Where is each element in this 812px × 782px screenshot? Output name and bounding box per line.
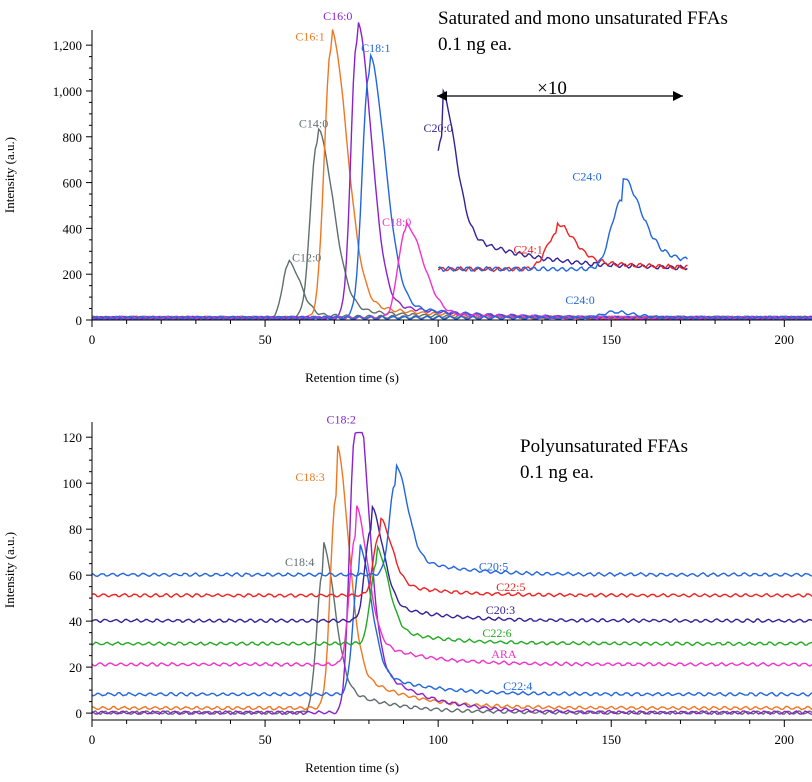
label-c18-1-top: C18:1 (361, 41, 390, 55)
top-x-tick-label: 0 (89, 332, 96, 347)
bottom-subtitle: 0.1 ng ea. (520, 462, 594, 483)
label-c16-1-top: C16:1 (295, 30, 324, 44)
label-c22-5-bottom: C22:5 (496, 580, 525, 594)
label-c24-0-top: C24:0 (565, 293, 594, 307)
top-y-tick-label: 600 (63, 176, 83, 191)
label-c12-0-top: C12:0 (292, 251, 321, 265)
top-axes (91, 30, 812, 321)
bottom-y-tick-label: 120 (63, 430, 83, 445)
trace-c18-3-bottom (91, 445, 812, 711)
top-ticks: 0 50 100 150 200 0 200 400 600 800 1,000 1,200 (53, 38, 794, 347)
bottom-x-tick-label: 200 (775, 732, 795, 747)
label-c20-5-bottom: C20:5 (479, 560, 508, 574)
label-c22-4-bottom: C22:4 (503, 679, 532, 693)
inset-trace-c24-1 (437, 221, 688, 273)
top-y-tick-label: 0 (76, 313, 83, 328)
label-c22-6-bottom: C22:6 (482, 626, 511, 640)
bottom-labels: C18:4 C18:3 C18:2 ARA C22:4 C22:6 C20:3 C22:5 C2… (285, 412, 532, 693)
top-labels: C12:0 C14:0 C16:1 C16:0 C18:1 C18:0 C24:0 (292, 9, 595, 307)
top-x-tick-label: 150 (601, 332, 621, 347)
top-y-axis-label: Intensity (a.u.) (2, 137, 17, 213)
bottom-y-tick-label: 100 (63, 476, 83, 491)
bottom-x-tick-label: 100 (428, 732, 448, 747)
top-panel: C20:0 C24:1 C24:0 0 50 100 150 200 0 200 400 600 80… (2, 8, 812, 385)
top-y-tick-label: 1,000 (53, 84, 82, 99)
trace-c20-3-bottom (91, 504, 812, 624)
label-c14-0-top: C14:0 (299, 117, 328, 131)
bottom-x-tick-label: 0 (89, 732, 96, 747)
trace-c14-0-top (91, 127, 812, 321)
trace-c16-0-top (91, 22, 812, 321)
top-series-group (91, 22, 812, 321)
top-x-tick-label: 100 (428, 332, 448, 347)
trace-c18-1-top (91, 52, 812, 321)
top-y-tick-label: 200 (63, 267, 83, 282)
top-inset-group: C20:0 C24:1 C24:0 (423, 88, 688, 273)
bottom-y-tick-label: 40 (69, 614, 82, 629)
top-scale-arrow: ×10 (437, 78, 683, 101)
label-c18-4-bottom: C18:4 (285, 555, 314, 569)
inset-label-c24-0: C24:0 (572, 169, 601, 183)
label-c16-0-top: C16:0 (323, 9, 352, 23)
trace-c22-6-bottom (91, 544, 812, 647)
bottom-x-tick-label: 150 (601, 732, 621, 747)
trace-c16-1-top (91, 29, 812, 321)
scale-arrow-right-head (673, 91, 683, 101)
top-y-tick-label: 400 (63, 221, 83, 236)
bottom-series-group (91, 431, 812, 716)
top-y-tick-label: 1,200 (53, 38, 82, 53)
top-title: Saturated and mono unsaturated FFAs (438, 8, 728, 29)
bottom-y-tick-label: 80 (69, 522, 82, 537)
trace-c18-2-bottom (91, 431, 812, 716)
bottom-x-axis-label: Retention time (s) (305, 760, 399, 775)
top-x-axis-label: Retention time (s) (305, 370, 399, 385)
scale-annotation: ×10 (537, 78, 567, 99)
trace-c22-4-bottom (91, 544, 812, 697)
bottom-y-tick-label: 0 (76, 706, 83, 721)
trace-ara-bottom (91, 505, 812, 667)
top-y-tick-label: 800 (63, 130, 83, 145)
scale-arrow-left-head (437, 91, 447, 101)
inset-trace-c24-0 (437, 177, 688, 273)
trace-c20-5-bottom (91, 462, 812, 578)
top-x-tick-label: 50 (259, 332, 272, 347)
trace-c18-0-top (91, 221, 812, 321)
inset-label-c24-1: C24:1 (513, 243, 542, 257)
label-c18-0-top: C18:0 (382, 215, 411, 229)
bottom-axes (91, 422, 812, 721)
bottom-y-tick-label: 60 (69, 568, 82, 583)
label-c20-3-bottom: C20:3 (486, 603, 515, 617)
bottom-x-tick-label: 50 (259, 732, 272, 747)
trace-c24-0-top (91, 310, 812, 321)
label-c18-3-bottom: C18:3 (295, 470, 324, 484)
trace-c22-5-bottom (91, 517, 812, 599)
top-x-tick-label: 200 (775, 332, 795, 347)
bottom-y-tick-label: 20 (69, 660, 82, 675)
bottom-y-axis-label: Intensity (a.u.) (2, 532, 17, 608)
inset-trace-c20-0 (437, 88, 688, 271)
label-ara-bottom: ARA (491, 647, 517, 661)
label-c18-2-bottom: C18:2 (327, 412, 356, 426)
inset-label-c20-0: C20:0 (423, 121, 452, 135)
top-subtitle: 0.1 ng ea. (438, 34, 512, 55)
bottom-ticks: 0 50 100 150 200 0 20 40 60 80 100 120 (63, 430, 795, 747)
bottom-title: Polyunsaturated FFAs (520, 436, 688, 457)
